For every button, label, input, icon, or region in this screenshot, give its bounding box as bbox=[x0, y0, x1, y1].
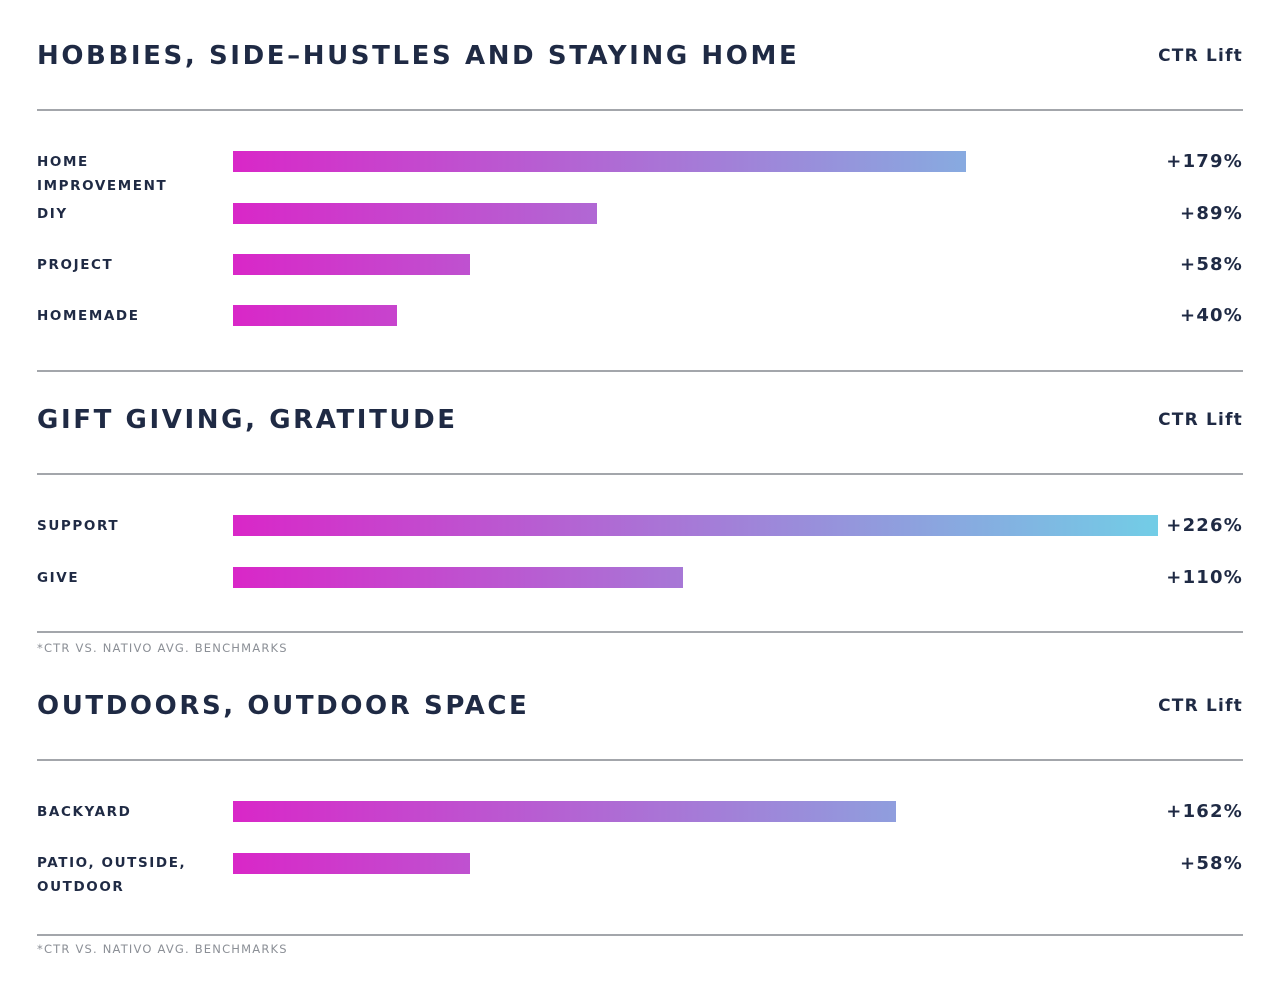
bar-label: BACKYARD bbox=[37, 804, 132, 820]
bar-value-label: +179% bbox=[1166, 151, 1243, 172]
footnote: *CTR VS. NATIVO AVG. BENCHMARKS bbox=[37, 641, 288, 655]
bar-diy bbox=[233, 203, 597, 224]
section-title-hobbies: HOBBIES, SIDE–HUSTLES AND STAYING HOME bbox=[37, 41, 800, 71]
bar-label: PROJECT bbox=[37, 257, 114, 273]
section-divider bbox=[37, 109, 1243, 111]
bar-value-label: +226% bbox=[1166, 515, 1243, 536]
bar-label: HOME IMPROVEMENT bbox=[37, 154, 168, 194]
bar-give bbox=[233, 567, 683, 588]
bar-label: PATIO, OUTSIDE, OUTDOOR bbox=[37, 855, 187, 895]
bar-label: DIY bbox=[37, 206, 68, 222]
bar-value-label: +58% bbox=[1180, 853, 1243, 874]
section-title-outdoors: OUTDOORS, OUTDOOR SPACE bbox=[37, 691, 530, 721]
ctr-lift-header: CTR Lift bbox=[1158, 696, 1243, 716]
bar-value-label: +162% bbox=[1166, 801, 1243, 822]
bar-value-label: +89% bbox=[1180, 203, 1243, 224]
bar-label: SUPPORT bbox=[37, 518, 120, 534]
bar-home-improvement bbox=[233, 151, 966, 172]
bar-value-label: +110% bbox=[1166, 567, 1243, 588]
ctr-lift-header: CTR Lift bbox=[1158, 410, 1243, 430]
footnote: *CTR VS. NATIVO AVG. BENCHMARKS bbox=[37, 942, 288, 956]
bar-patio-outside-outdoor bbox=[233, 853, 470, 874]
section-title-gift-giving: GIFT GIVING, GRATITUDE bbox=[37, 405, 458, 435]
bar-homemade bbox=[233, 305, 397, 326]
bar-backyard bbox=[233, 801, 896, 822]
section-divider bbox=[37, 631, 1243, 633]
bar-label: GIVE bbox=[37, 570, 80, 586]
bar-value-label: +58% bbox=[1180, 254, 1243, 275]
bar-support bbox=[233, 515, 1158, 536]
bar-project bbox=[233, 254, 470, 275]
section-divider bbox=[37, 370, 1243, 372]
bar-value-label: +40% bbox=[1180, 305, 1243, 326]
section-divider bbox=[37, 759, 1243, 761]
section-divider bbox=[37, 934, 1243, 936]
section-divider bbox=[37, 473, 1243, 475]
ctr-lift-header: CTR Lift bbox=[1158, 46, 1243, 66]
bar-label: HOMEMADE bbox=[37, 308, 140, 324]
